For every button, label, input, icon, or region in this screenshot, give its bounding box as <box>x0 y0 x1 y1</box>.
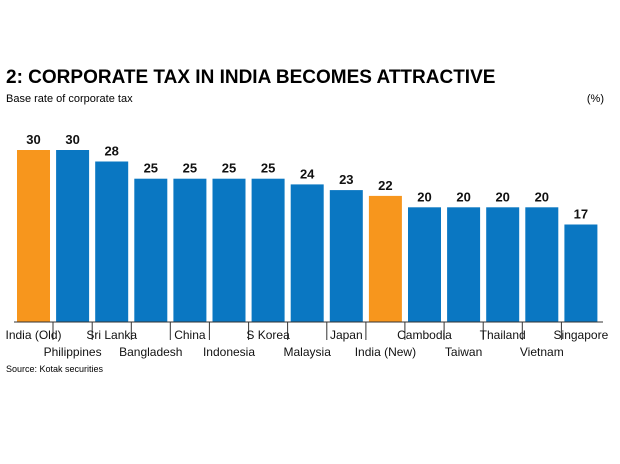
bar-singapore <box>564 225 597 323</box>
category-label: S Korea <box>246 328 290 342</box>
value-label: 20 <box>495 189 509 204</box>
bar-malaysia <box>291 184 324 322</box>
value-label: 25 <box>261 161 275 176</box>
category-label: Bangladesh <box>119 345 182 359</box>
value-label: 28 <box>104 144 118 159</box>
category-label: Cambodia <box>397 328 452 342</box>
value-label: 17 <box>574 207 588 222</box>
category-label: Thailand <box>480 328 526 342</box>
value-label: 30 <box>26 132 40 147</box>
category-label: China <box>174 328 206 342</box>
bar-thailand <box>486 207 519 322</box>
bar-india-old <box>17 150 50 322</box>
category-label: Indonesia <box>203 345 255 359</box>
category-label: Singapore <box>554 328 609 342</box>
bar-vietnam <box>525 207 558 322</box>
value-label: 25 <box>222 161 236 176</box>
value-label: 22 <box>378 178 392 193</box>
value-label: 20 <box>417 189 431 204</box>
bar-japan <box>330 190 363 322</box>
bar-china <box>173 179 206 322</box>
category-label-group: India (Old) Philippines Sri Lanka Banglades… <box>5 328 608 359</box>
value-label: 23 <box>339 172 353 187</box>
category-label: Sri Lanka <box>86 328 137 342</box>
source-note: Source: Kotak securities <box>6 364 104 374</box>
value-label: 20 <box>535 189 549 204</box>
category-label: India (New) <box>355 345 416 359</box>
value-label: 30 <box>65 132 79 147</box>
category-label: Philippines <box>44 345 102 359</box>
value-label: 20 <box>456 189 470 204</box>
bar-sri-lanka <box>95 162 128 323</box>
value-label: 25 <box>183 161 197 176</box>
value-label: 25 <box>144 161 158 176</box>
category-label: Malaysia <box>284 345 332 359</box>
chart-title: 2: CORPORATE TAX IN INDIA BECOMES ATTRAC… <box>6 67 495 88</box>
bar-indonesia <box>213 179 246 322</box>
bar-philippines <box>56 150 89 322</box>
category-label: Taiwan <box>445 345 482 359</box>
value-label: 24 <box>300 166 315 181</box>
bar-india-new <box>369 196 402 322</box>
corporate-tax-chart: 2: CORPORATE TAX IN INDIA BECOMES ATTRAC… <box>0 0 620 464</box>
category-label: India (Old) <box>5 328 61 342</box>
bar-bangladesh <box>134 179 167 322</box>
unit-label: (%) <box>587 93 604 105</box>
bar-cambodia <box>408 207 441 322</box>
category-label: Japan <box>330 328 363 342</box>
bar-s-korea <box>252 179 285 322</box>
bar-taiwan <box>447 207 480 322</box>
chart-subtitle: Base rate of corporate tax <box>6 93 133 105</box>
category-label: Vietnam <box>520 345 564 359</box>
